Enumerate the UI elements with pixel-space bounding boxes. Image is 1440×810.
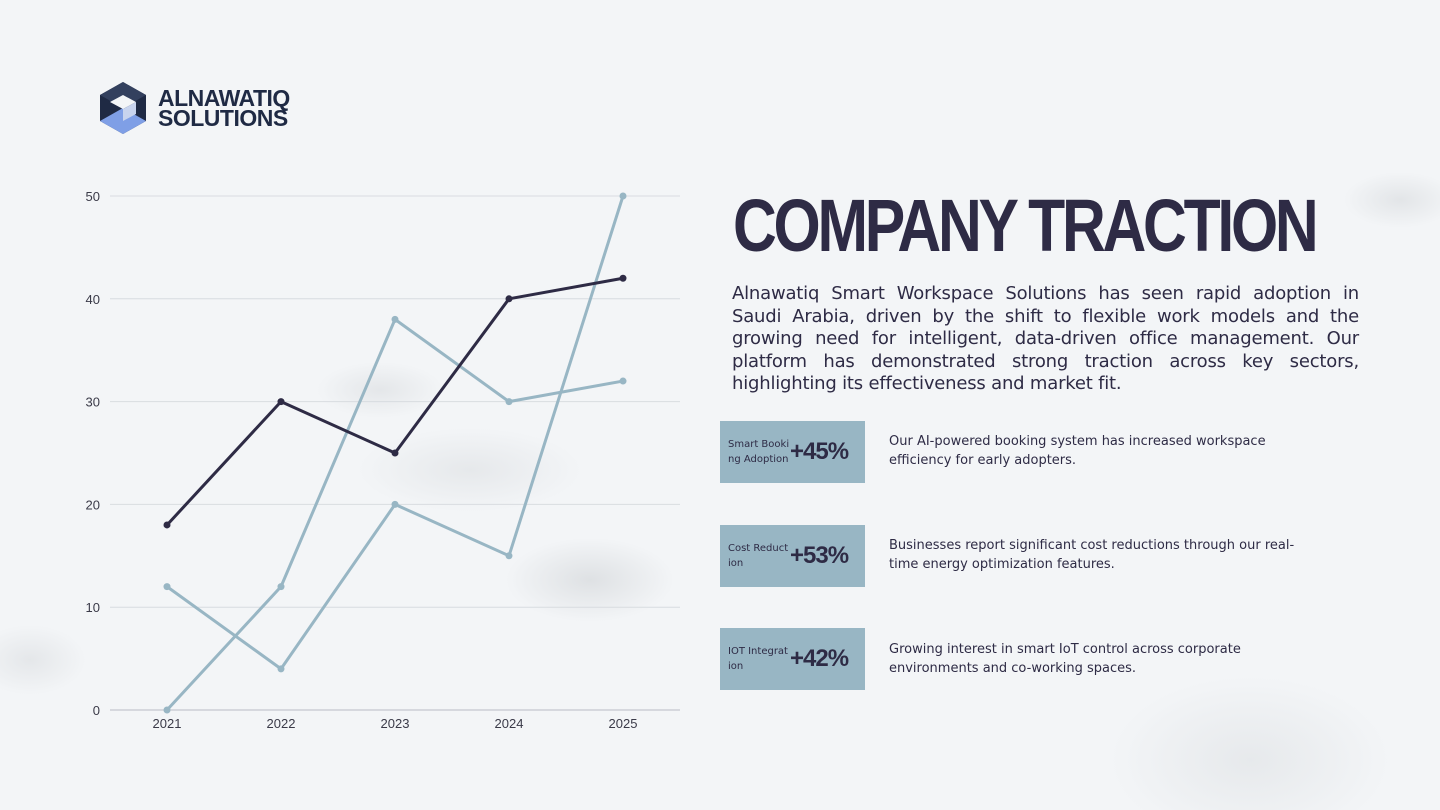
x-tick-label: 2021 <box>153 716 182 731</box>
stat-box-booking: Smart Booking Adoption +45% <box>720 421 865 483</box>
data-point-s0-1 <box>277 398 285 406</box>
logo-wordmark: ALNAWATIQ SOLUTIONS <box>158 85 290 131</box>
data-point-s1-4 <box>619 377 627 385</box>
data-point-s2-2 <box>391 500 399 508</box>
y-tick-label: 10 <box>86 600 100 615</box>
logo-line-2: SOLUTIONS <box>158 105 288 131</box>
logo-line-1: ALNAWATIQ <box>158 85 290 111</box>
data-point-s0-2 <box>391 449 399 457</box>
data-point-s2-0 <box>163 583 171 591</box>
stat-label: IOT Integration <box>728 646 788 672</box>
data-point-s1-2 <box>391 315 399 323</box>
data-point-s1-1 <box>277 583 285 591</box>
stat-value: +45% <box>790 438 849 465</box>
y-tick-label: 40 <box>86 292 100 307</box>
x-tick-label: 2025 <box>609 716 638 731</box>
y-tick-label: 0 <box>93 703 100 718</box>
stat-description-booking: Our AI-powered booking system has increa… <box>889 434 1266 468</box>
series-line-2 <box>166 195 625 671</box>
y-tick-label: 50 <box>86 189 100 204</box>
data-point-s2-3 <box>505 552 513 560</box>
stat-label: Cost Reduction <box>728 543 789 569</box>
data-point-s0-4 <box>619 274 627 282</box>
intro-paragraph: Alnawatiq Smart Workspace Solutions has … <box>732 283 1359 394</box>
data-point-s1-3 <box>505 398 513 406</box>
x-tick-label: 2023 <box>381 716 410 731</box>
traction-line-chart: 0 10 20 30 40 50 2021 2022 2023 2024 2025 <box>86 189 680 731</box>
stat-label: Smart Booking Adoption <box>728 439 790 465</box>
y-tick-label: 20 <box>86 497 100 512</box>
company-logo: ALNAWATIQ SOLUTIONS <box>98 80 290 136</box>
stat-description-cost: Businesses report significant cost reduc… <box>889 538 1295 572</box>
hexagon-logo-icon <box>100 82 146 134</box>
data-point-s0-3 <box>505 295 513 303</box>
series-line-1 <box>165 317 624 712</box>
stat-value: +53% <box>790 542 849 569</box>
stat-description-iot: Growing interest in smart IoT control ac… <box>889 642 1241 676</box>
x-tick-label: 2024 <box>495 716 524 731</box>
data-point-s1-0 <box>163 706 171 714</box>
stat-box-cost: Cost Reduction +53% <box>720 525 865 587</box>
x-tick-label: 2022 <box>267 716 296 731</box>
data-point-s2-1 <box>277 665 285 673</box>
page-title: COMPANY TRACTION <box>733 184 1319 267</box>
stat-value: +42% <box>790 645 849 672</box>
stat-box-iot: IOT Integration +42% <box>720 628 865 690</box>
y-tick-label: 30 <box>86 395 100 410</box>
data-point-s0-0 <box>163 521 171 529</box>
data-point-s2-4 <box>619 192 627 200</box>
